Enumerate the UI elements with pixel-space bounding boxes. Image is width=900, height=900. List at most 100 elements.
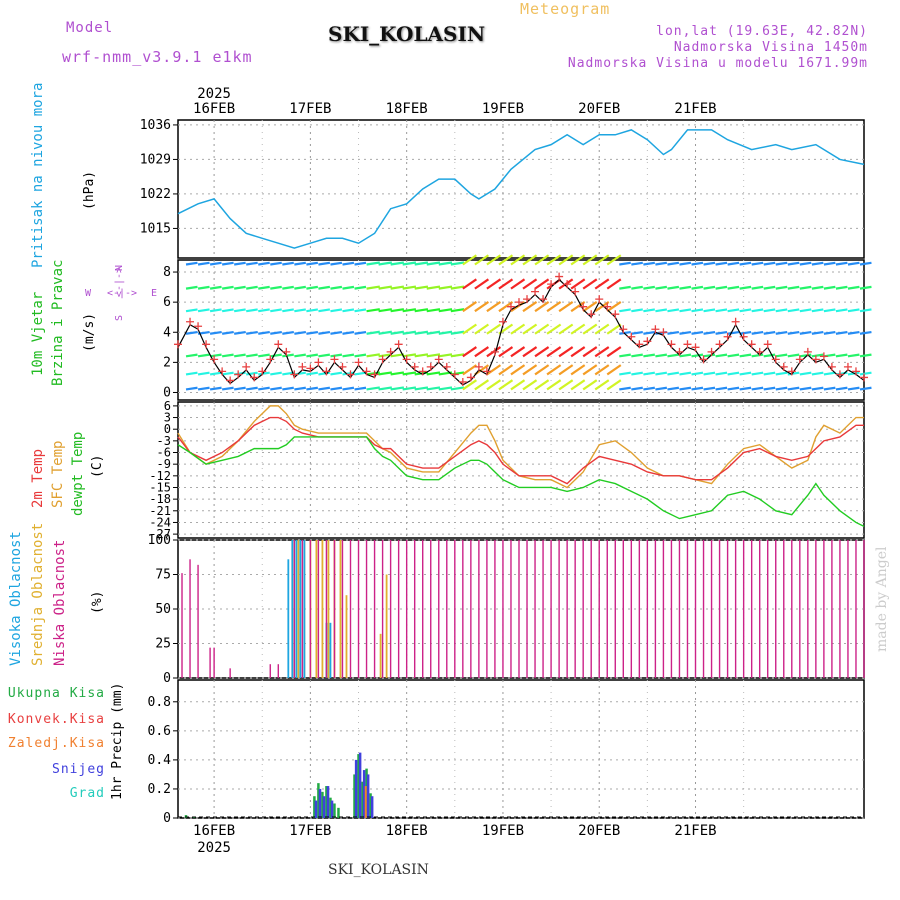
wind-barb [209, 371, 222, 376]
cloud-low-bar [349, 540, 352, 678]
wind-barb [667, 386, 680, 391]
wind-barb [799, 353, 812, 358]
wind-barb [462, 346, 477, 358]
cloud-low-bar [502, 540, 504, 678]
temp-tick-label: 3 [164, 411, 171, 425]
wind-barb [715, 261, 728, 266]
wind-barb [775, 386, 788, 391]
cloud-low-bar [317, 540, 320, 678]
temp-tick-label: -18 [149, 492, 171, 506]
wind-barb [739, 330, 752, 335]
wind-barb [474, 254, 490, 266]
sfc-temp-line [177, 405, 864, 489]
wind-barb [558, 364, 574, 376]
cloud-mid-bar [379, 633, 382, 678]
wind-barb [282, 353, 294, 358]
wind-barb [426, 308, 441, 313]
wind-obs-marker [843, 362, 852, 371]
wind-barb [486, 254, 502, 266]
cloud-mid-bar [315, 540, 318, 678]
wind-barb [763, 386, 776, 391]
cloud-low-bar [446, 540, 448, 678]
top-day-label: 17FEB [289, 101, 331, 117]
wind-barb [270, 285, 282, 290]
wind-obs-marker [498, 317, 507, 326]
wind-barb [330, 285, 343, 290]
temp-tick-label: 0 [164, 422, 171, 436]
wind-barb [522, 346, 538, 358]
cloud-low-bar [518, 540, 520, 678]
pressure-tick-label: 1022 [140, 187, 171, 202]
cloud-mid-bar [385, 574, 388, 678]
bottom-day-label: 19FEB [482, 823, 524, 839]
wind-barb [233, 330, 246, 335]
precip-snow-bar [362, 770, 366, 818]
wind-barb [799, 386, 812, 391]
compass-west-label: W [85, 288, 92, 299]
cloud-low-bar [197, 564, 199, 678]
wind-barb [751, 330, 764, 335]
wind-obs-marker [539, 295, 548, 304]
cloud-low-bar [422, 540, 424, 678]
wind-barb [859, 371, 872, 376]
wind-barb [390, 330, 405, 335]
wind-obs-marker [402, 355, 411, 364]
wind-obs-marker [378, 355, 387, 364]
cloud-low-bar [389, 540, 392, 678]
compass-east-label: E [151, 288, 157, 299]
cloud-low-bar [365, 540, 368, 678]
cloud-low-bar [742, 540, 745, 678]
pressure-tick-label: 1015 [140, 221, 171, 236]
wind-obs-marker [202, 340, 211, 349]
wind-barb [727, 261, 740, 266]
cloud-low-bar [702, 540, 705, 678]
wind-barb [306, 308, 319, 313]
wind-obs-marker [787, 367, 796, 376]
wind-barb [715, 371, 728, 376]
wind-barb [811, 308, 824, 313]
cloud-low-bar [229, 668, 231, 678]
wind-barb [715, 308, 728, 313]
wind-barb [859, 330, 872, 335]
wind-barb [823, 371, 836, 376]
wind-barb [751, 386, 764, 391]
precip-total-bar [361, 781, 364, 818]
wind-barb [522, 254, 538, 266]
cloud-low-bar [791, 540, 793, 678]
wind-barb [823, 386, 836, 391]
wind-barb [498, 278, 514, 290]
wind-barb [823, 285, 836, 290]
wind-barb [534, 379, 550, 391]
wind-barb [510, 254, 526, 266]
wind-barb [330, 261, 343, 266]
wind-barb [655, 308, 668, 313]
wind-barb [594, 379, 610, 391]
wind-barb [462, 323, 477, 335]
top-day-label: 16FEB [193, 101, 235, 117]
wind-barb [342, 330, 355, 335]
wind-obs-marker [651, 325, 660, 334]
cloud-low-bar [189, 559, 191, 678]
wind-barb [799, 371, 812, 376]
wind-barb [221, 371, 234, 376]
wind-tick-label: 8 [163, 265, 171, 280]
wind-barb [414, 330, 429, 335]
wind-obs-marker [434, 355, 443, 364]
wind-barb [703, 330, 716, 335]
wind-obs-marker [827, 362, 836, 371]
wind-barb [739, 285, 752, 290]
wind-barb [197, 371, 210, 376]
wind-barb [294, 285, 306, 290]
station-altitude: Nadmorska Visina 1450m [673, 40, 868, 55]
wind-barb [582, 278, 598, 290]
wind-barb [631, 330, 643, 335]
wind-barb [787, 386, 800, 391]
wind-barb [655, 386, 668, 391]
wind-barb [221, 285, 234, 290]
wind-obs-marker [555, 272, 564, 281]
wind-obs-marker [715, 340, 724, 349]
wind-barb [727, 386, 740, 391]
cloud-low-bar [325, 540, 328, 678]
wind-barb [823, 308, 836, 313]
wind-barb [390, 386, 405, 391]
